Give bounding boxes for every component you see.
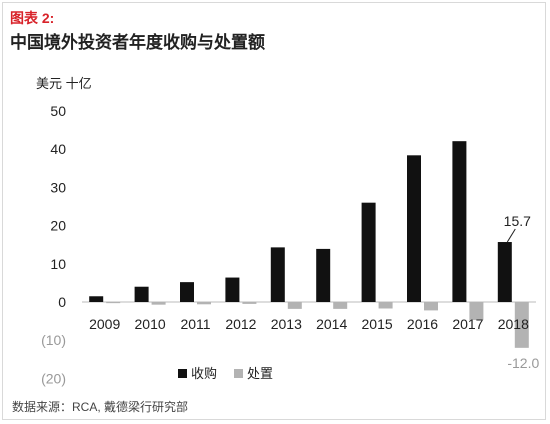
legend-label-disposal: 处置 bbox=[247, 366, 273, 381]
data-label-disposal-2018: -12.0 bbox=[507, 355, 539, 371]
x-tick-label: 2016 bbox=[407, 316, 438, 332]
data-label-acquisition-2018: 15.7 bbox=[504, 213, 531, 229]
bar-disposal-2013 bbox=[287, 302, 302, 309]
x-tick-label: 2012 bbox=[225, 316, 256, 332]
bar-disposal-2011 bbox=[197, 302, 211, 305]
x-tick-label: 2017 bbox=[452, 316, 483, 332]
chart-title: 中国境外投资者年度收购与处置额 bbox=[10, 33, 265, 52]
bar-acquisition-2014 bbox=[316, 248, 331, 302]
y-tick-label: 10 bbox=[50, 256, 66, 272]
bar-acquisition-2017 bbox=[452, 141, 467, 302]
y-tick-label: 30 bbox=[50, 179, 66, 195]
bar-disposal-2014 bbox=[333, 302, 348, 309]
y-tick-label: 40 bbox=[50, 141, 66, 157]
bar-disposal-2016 bbox=[424, 302, 438, 311]
y-axis-unit-label: 美元 十亿 bbox=[36, 76, 92, 91]
bar-acquisition-2016 bbox=[407, 155, 421, 302]
y-tick-label: 0 bbox=[58, 294, 66, 310]
figure-label: 图表 2: bbox=[10, 10, 55, 26]
legend-swatch-acquisition bbox=[178, 369, 187, 378]
data-label-leader bbox=[506, 228, 516, 243]
bar-disposal-2017 bbox=[469, 302, 484, 320]
source-note: 数据来源：RCA, 戴德梁行研究部 bbox=[12, 400, 189, 414]
x-tick-label: 2013 bbox=[271, 316, 302, 332]
y-tick-label: (10) bbox=[41, 332, 66, 348]
chart-frame bbox=[2, 2, 546, 420]
bar-acquisition-2009 bbox=[89, 296, 104, 302]
bar-disposal-2015 bbox=[378, 302, 393, 309]
legend-label-acquisition: 收购 bbox=[191, 366, 217, 381]
y-tick-label: 50 bbox=[50, 103, 66, 119]
x-tick-label: 2014 bbox=[316, 316, 347, 332]
legend-swatch-disposal bbox=[234, 369, 243, 378]
bar-disposal-2010 bbox=[151, 302, 166, 305]
x-tick-label: 2011 bbox=[180, 316, 210, 332]
bar-acquisition-2013 bbox=[270, 247, 285, 302]
bar-acquisition-2018 bbox=[497, 242, 512, 302]
bar-acquisition-2010 bbox=[134, 286, 149, 302]
bar-acquisition-2011 bbox=[180, 282, 194, 302]
bar-disposal-2012 bbox=[242, 302, 257, 304]
x-tick-label: 2015 bbox=[362, 316, 393, 332]
bar-disposal-2018 bbox=[514, 302, 529, 348]
bar-disposal-2009 bbox=[106, 302, 121, 304]
y-tick-label: (20) bbox=[41, 370, 66, 386]
x-tick-label: 2010 bbox=[135, 316, 166, 332]
bar-acquisition-2015 bbox=[361, 202, 376, 302]
bar-acquisition-2012 bbox=[225, 277, 240, 302]
x-tick-label: 2009 bbox=[89, 316, 120, 332]
y-tick-label: 20 bbox=[50, 218, 66, 234]
x-tick-label: 2018 bbox=[498, 316, 529, 332]
